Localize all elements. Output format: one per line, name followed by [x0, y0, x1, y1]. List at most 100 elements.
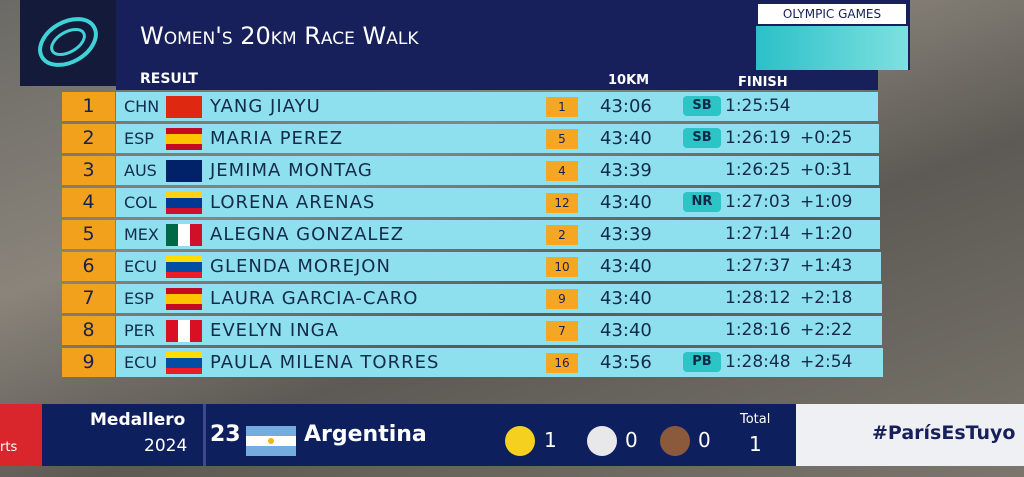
flag: [166, 224, 202, 246]
country: MEX: [124, 225, 159, 244]
country: CHN: [124, 97, 160, 116]
split-time: 43:40: [600, 128, 652, 149]
rank: 1: [62, 92, 115, 121]
hashtag-panel: #ParísEsTuyo: [796, 404, 1024, 466]
flag: [166, 128, 202, 150]
header-row: RESULT 10KM FINISH: [116, 70, 878, 90]
split-rank: 16: [546, 353, 578, 373]
split-rank: 1: [546, 97, 578, 117]
silver: 0: [625, 428, 638, 452]
section-label: RESULT: [140, 71, 198, 87]
rank: 3: [62, 156, 115, 185]
flag: [246, 426, 296, 456]
brand-graphic: [756, 26, 908, 70]
result-row: [116, 92, 878, 121]
col-finish: FINISH: [738, 75, 788, 90]
gap: +0:25: [800, 128, 853, 148]
split-rank: 9: [546, 289, 578, 309]
result-row: [116, 156, 880, 185]
result-row: [116, 316, 883, 345]
channel: rts: [0, 404, 42, 466]
logo-icon: [38, 17, 98, 67]
country: PER: [124, 321, 155, 340]
title-bar: Women's 20km Race Walk OLYMPIC GAMES: [116, 0, 910, 70]
flag: [166, 160, 202, 182]
athlete-name: JEMIMA MONTAG: [210, 160, 373, 181]
finish-time: 1:28:12: [725, 288, 791, 308]
rank: 8: [62, 316, 115, 345]
rank: 6: [62, 252, 115, 281]
athlete-name: ALEGNA GONZALEZ: [210, 224, 405, 245]
bronze: 0: [698, 428, 711, 452]
finish-time: 1:26:19: [725, 128, 791, 148]
split-rank: 12: [546, 193, 578, 213]
flag: [166, 96, 202, 118]
result-row: [116, 252, 881, 281]
finish-time: 1:27:03: [725, 192, 791, 212]
total: 1: [749, 432, 762, 456]
hashtag: #ParísEsTuyo: [872, 422, 1016, 444]
gap: +1:43: [800, 256, 853, 276]
gap: +2:18: [800, 288, 853, 308]
finish-time: 1:27:14: [725, 224, 791, 244]
split-rank: 5: [546, 129, 578, 149]
divider: [203, 404, 206, 466]
athlete-name: PAULA MILENA TORRES: [210, 352, 440, 373]
athlete-name: YANG JIAYU: [210, 96, 321, 117]
rank: 4: [62, 188, 115, 217]
gold: 1: [544, 428, 557, 452]
nation: Argentina: [304, 422, 427, 447]
rank: 9: [62, 348, 115, 377]
country: AUS: [124, 161, 157, 180]
result-row: [116, 124, 879, 153]
country: ECU: [124, 353, 157, 372]
split-rank: 4: [546, 161, 578, 181]
silver-icon: [587, 426, 617, 456]
footer: rts Medallero 2024 23 Argentina 1 0 0 To…: [0, 404, 1024, 466]
athlete-name: EVELYN INGA: [210, 320, 339, 341]
split-time: 43:56: [600, 352, 652, 373]
finish-time: 1:28:48: [725, 352, 791, 372]
split-time: 43:40: [600, 256, 652, 277]
finish-time: 1:27:37: [725, 256, 791, 276]
brand: OLYMPIC GAMES: [758, 4, 906, 24]
badge: PB: [683, 352, 721, 372]
flag: [166, 352, 202, 374]
split-time: 43:39: [600, 160, 652, 181]
flag: [166, 288, 202, 310]
rank: 2: [62, 124, 115, 153]
result-row: [116, 188, 880, 217]
flag: [166, 256, 202, 278]
athlete-name: LORENA ARENAS: [210, 192, 376, 213]
finish-time: 1:26:25: [725, 160, 791, 180]
bronze-icon: [660, 426, 690, 456]
result-row: [116, 284, 882, 313]
split-time: 43:40: [600, 320, 652, 341]
result-row: [116, 220, 881, 249]
athlete-name: LAURA GARCIA-CARO: [210, 288, 419, 309]
split-time: 43:40: [600, 192, 652, 213]
year: 2024: [144, 436, 188, 456]
flag: [166, 320, 202, 342]
gap: +1:20: [800, 224, 853, 244]
gap: +0:31: [800, 160, 853, 180]
rank: 5: [62, 220, 115, 249]
country: ESP: [124, 129, 154, 148]
gap: +2:22: [800, 320, 853, 340]
split-rank: 7: [546, 321, 578, 341]
gap: +1:09: [800, 192, 853, 212]
split-rank: 10: [546, 257, 578, 277]
result-row: [116, 348, 883, 377]
title: Women's 20km Race Walk: [140, 22, 419, 50]
split-rank: 2: [546, 225, 578, 245]
event-logo: [20, 0, 116, 86]
gap: +2:54: [800, 352, 853, 372]
country: COL: [124, 193, 157, 212]
athlete-name: GLENDA MOREJON: [210, 256, 391, 277]
rank: 7: [62, 284, 115, 313]
position: 23: [210, 422, 241, 447]
flag: [166, 192, 202, 214]
split-time: 43:39: [600, 224, 652, 245]
split-time: 43:06: [600, 96, 652, 117]
medal-label: Medallero: [90, 410, 186, 430]
